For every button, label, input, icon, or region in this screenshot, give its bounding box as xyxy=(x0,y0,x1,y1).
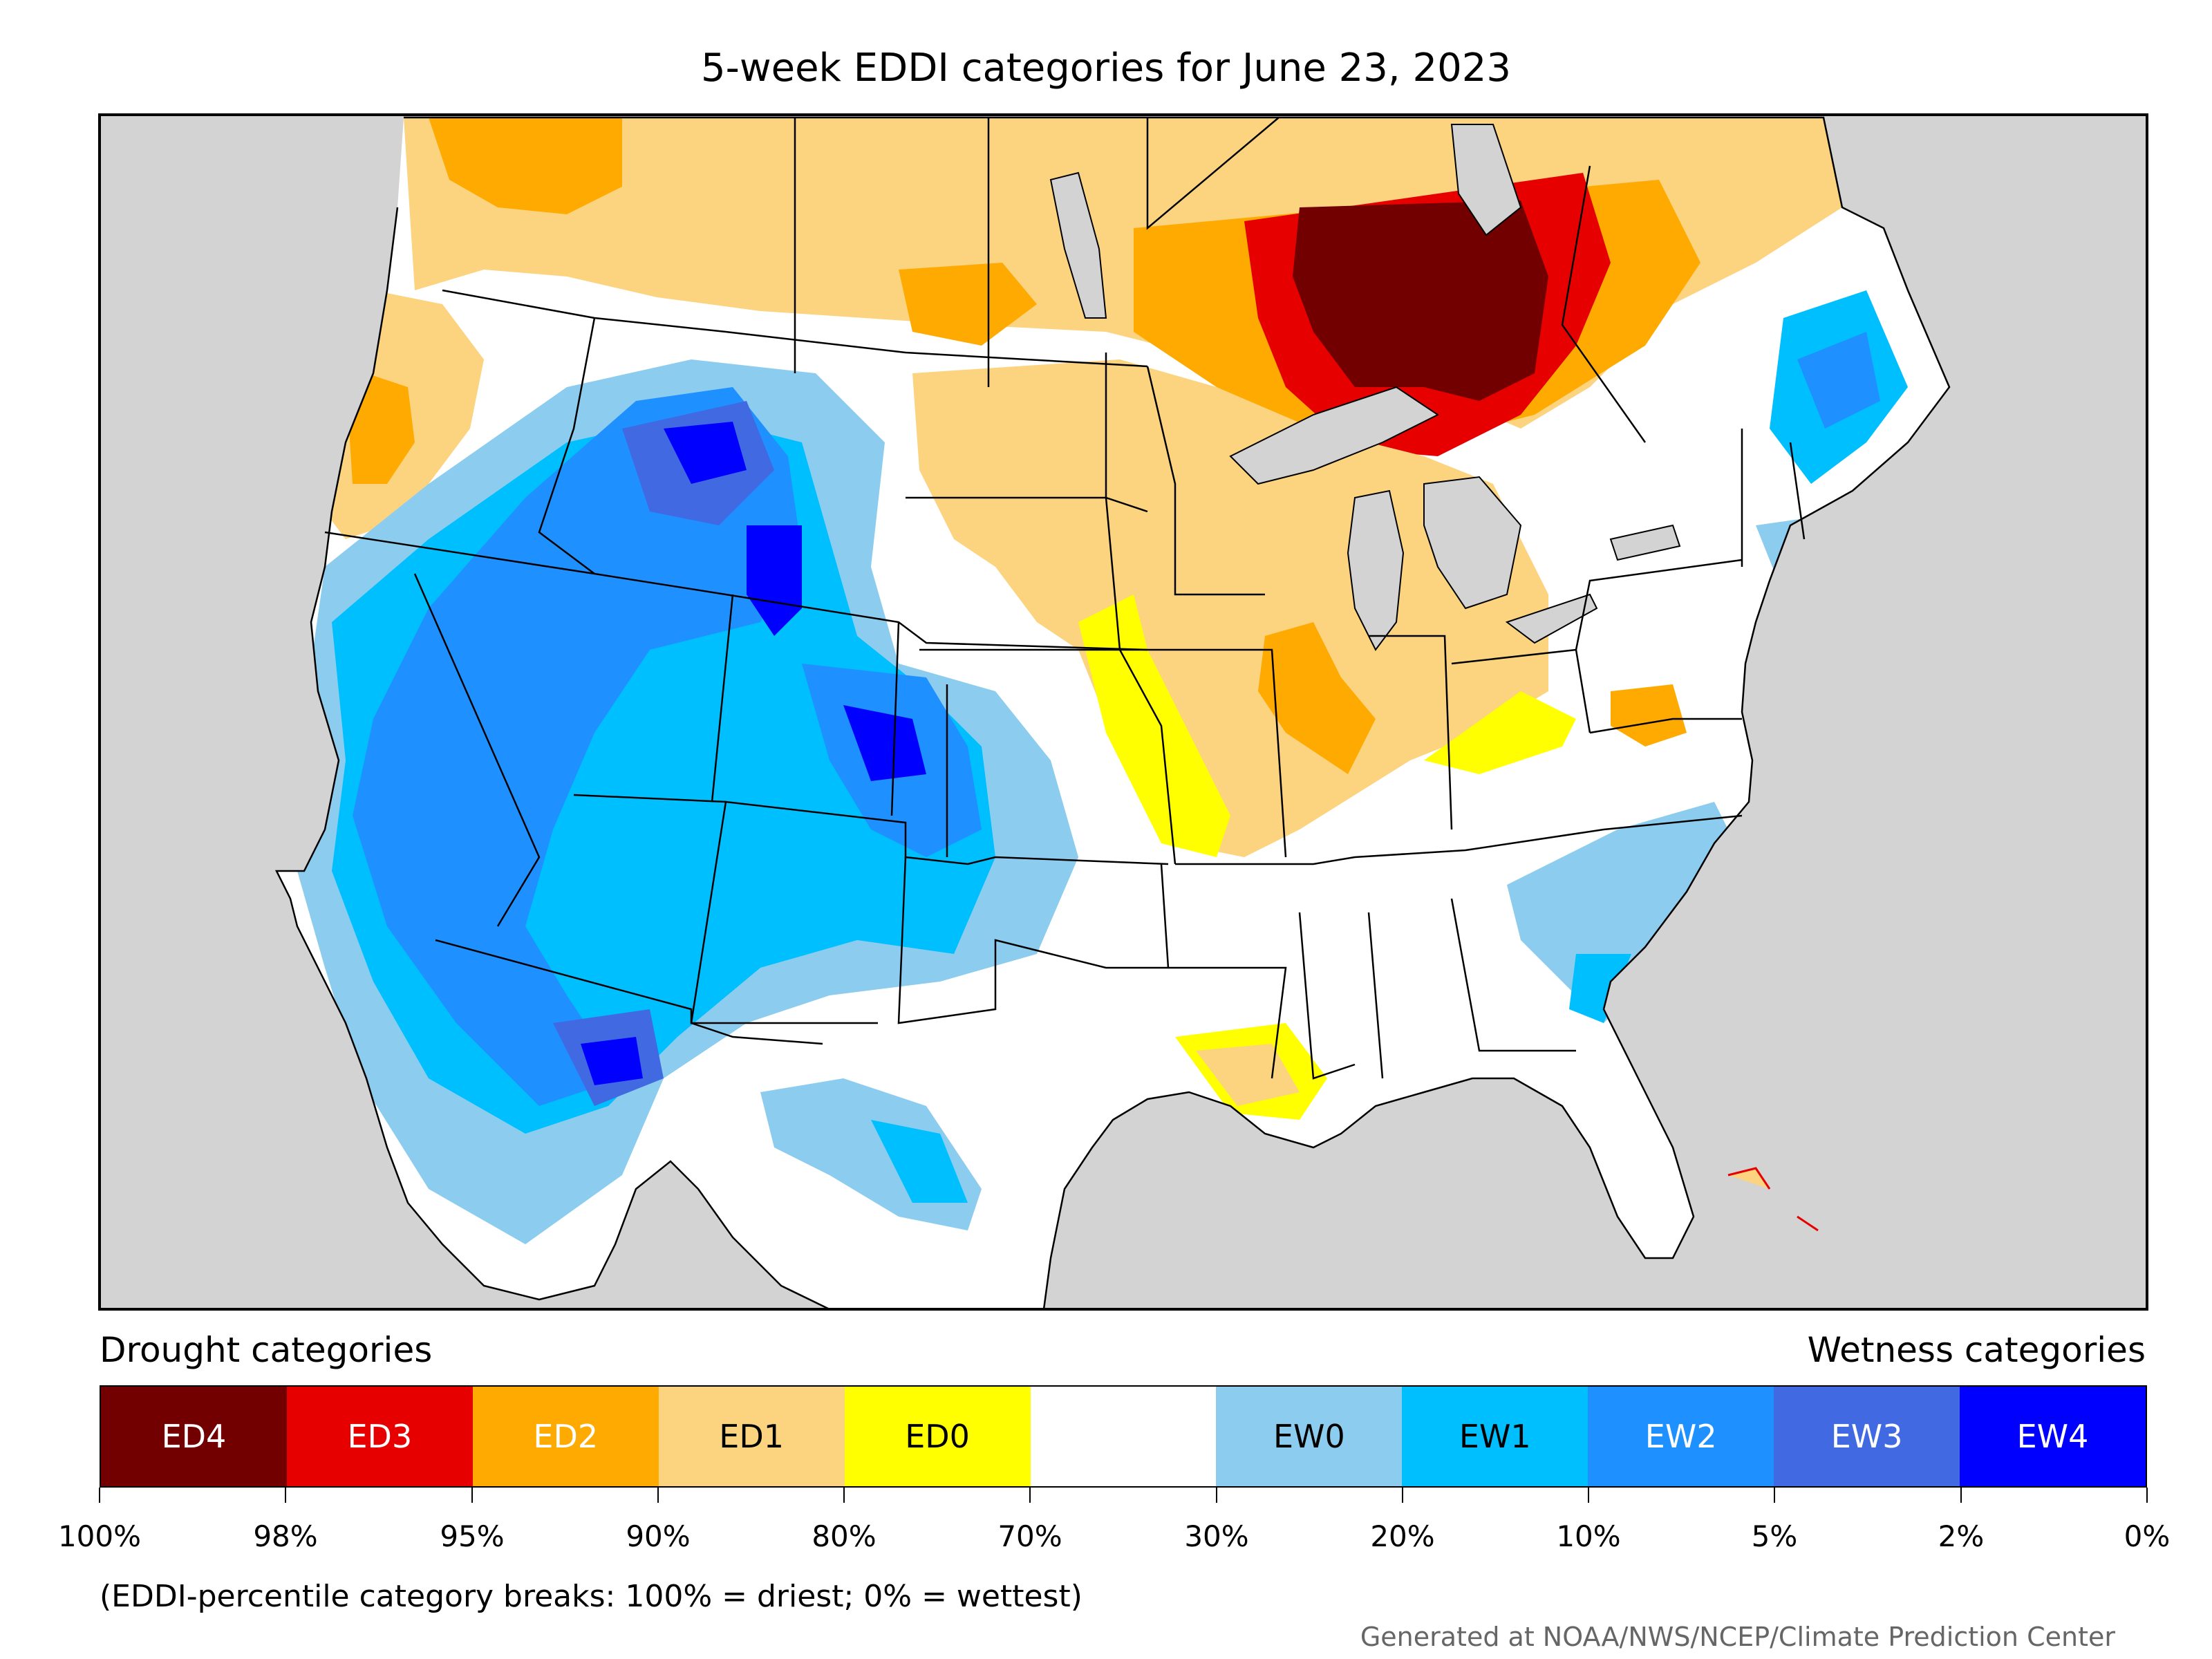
legend-swatch-ed1: ED1 xyxy=(658,1387,845,1486)
tick-label: 95% xyxy=(440,1519,505,1553)
category-colorbar: ED4 ED3 ED2 ED1 ED0 EW0 EW1 EW2 EW3 EW4 xyxy=(100,1385,2147,1488)
region-ed2-bc xyxy=(429,118,622,214)
credit-line: Generated at NOAA/NWS/NCEP/Climate Predi… xyxy=(1360,1622,2115,1652)
tick-mark xyxy=(1402,1488,1403,1503)
legend-swatch-ew3: EW3 xyxy=(1774,1387,1960,1486)
tick-mark xyxy=(657,1488,659,1503)
tick-label: 30% xyxy=(1184,1519,1249,1553)
tick-label: 70% xyxy=(997,1519,1062,1553)
tick-label: 80% xyxy=(812,1519,877,1553)
region-ew2-west xyxy=(353,387,802,1106)
tick-label: 100% xyxy=(57,1519,142,1553)
tick-label: 90% xyxy=(626,1519,691,1553)
tick-mark xyxy=(1029,1488,1031,1503)
region-ew2-newengland xyxy=(1797,332,1880,429)
region-ed1-midwest xyxy=(912,359,1548,857)
land-outline xyxy=(274,116,1951,1309)
tick-label: 10% xyxy=(1556,1519,1621,1553)
region-ed2-pnw xyxy=(349,373,415,484)
legend-swatch-ew4: EW4 xyxy=(1960,1387,2146,1486)
tick-mark xyxy=(285,1488,286,1503)
tick-mark xyxy=(1588,1488,1589,1503)
legend-swatch-ed3: ED3 xyxy=(286,1387,473,1486)
tick-mark xyxy=(1960,1488,1962,1503)
tick-mark xyxy=(471,1488,473,1503)
region-ed0-ohio xyxy=(1424,691,1576,774)
region-ew4-wyoming xyxy=(747,525,802,636)
legend-swatch-ew0: EW0 xyxy=(1216,1387,1403,1486)
tick-mark xyxy=(1774,1488,1775,1503)
lake-nipigon xyxy=(1450,124,1522,236)
legend-swatch-ed4: ED4 xyxy=(101,1387,287,1486)
wetness-categories-label: Wetness categories xyxy=(1807,1330,2146,1370)
percentile-ticks: 100% 98% 95% 90% 80% 70% 30% 20% 10% 5% 2% 0% xyxy=(58,1488,2170,1553)
region-ed4-ontario xyxy=(1293,200,1548,401)
region-ed2-prairies xyxy=(899,263,1037,346)
lake-huron xyxy=(1423,476,1522,610)
tick-label: 0% xyxy=(2124,1519,2171,1553)
tick-label: 20% xyxy=(1370,1519,1435,1553)
region-ed2-midwest xyxy=(1258,622,1376,774)
category-breaks-note: (EDDI-percentile category breaks: 100% =… xyxy=(100,1579,1082,1614)
region-ew4-arizona xyxy=(581,1037,643,1085)
region-ew1-texas xyxy=(871,1120,968,1203)
map-title: 5-week EDDI categories for June 23, 2023 xyxy=(701,46,1511,91)
lake-superior xyxy=(1229,386,1439,485)
legend-swatch-ed2: ED2 xyxy=(472,1387,659,1486)
region-ew1-carolinas xyxy=(1569,954,1631,1023)
legend-swatch-ed0: ED0 xyxy=(844,1387,1031,1486)
bahamas xyxy=(1727,1167,1819,1232)
tick-label: 98% xyxy=(253,1519,318,1553)
lake-ontario xyxy=(1609,524,1681,561)
legend-swatch-normal xyxy=(1030,1387,1217,1486)
region-ew4-idaho xyxy=(664,422,747,484)
tick-label: 5% xyxy=(1751,1519,1798,1553)
legend-swatch-ew1: EW1 xyxy=(1402,1387,1588,1486)
state-boundaries xyxy=(324,117,1806,1080)
region-ew0-carolinas xyxy=(1507,802,1742,1023)
tick-mark xyxy=(2146,1488,2148,1503)
tick-mark xyxy=(1216,1488,1217,1503)
region-ew4-colorado xyxy=(843,705,926,781)
tick-mark xyxy=(99,1488,100,1503)
tick-label: 2% xyxy=(1938,1519,1985,1553)
region-ed2-virginia xyxy=(1611,684,1687,747)
tick-mark xyxy=(843,1488,845,1503)
lake-winnipeg xyxy=(1049,171,1107,319)
map-frame xyxy=(98,113,2148,1311)
drought-categories-label: Drought categories xyxy=(100,1330,433,1370)
eddi-map xyxy=(98,113,2148,1311)
region-ed0-midwest xyxy=(1078,594,1230,857)
legend-swatch-ew2: EW2 xyxy=(1588,1387,1774,1486)
lake-erie xyxy=(1505,593,1598,644)
